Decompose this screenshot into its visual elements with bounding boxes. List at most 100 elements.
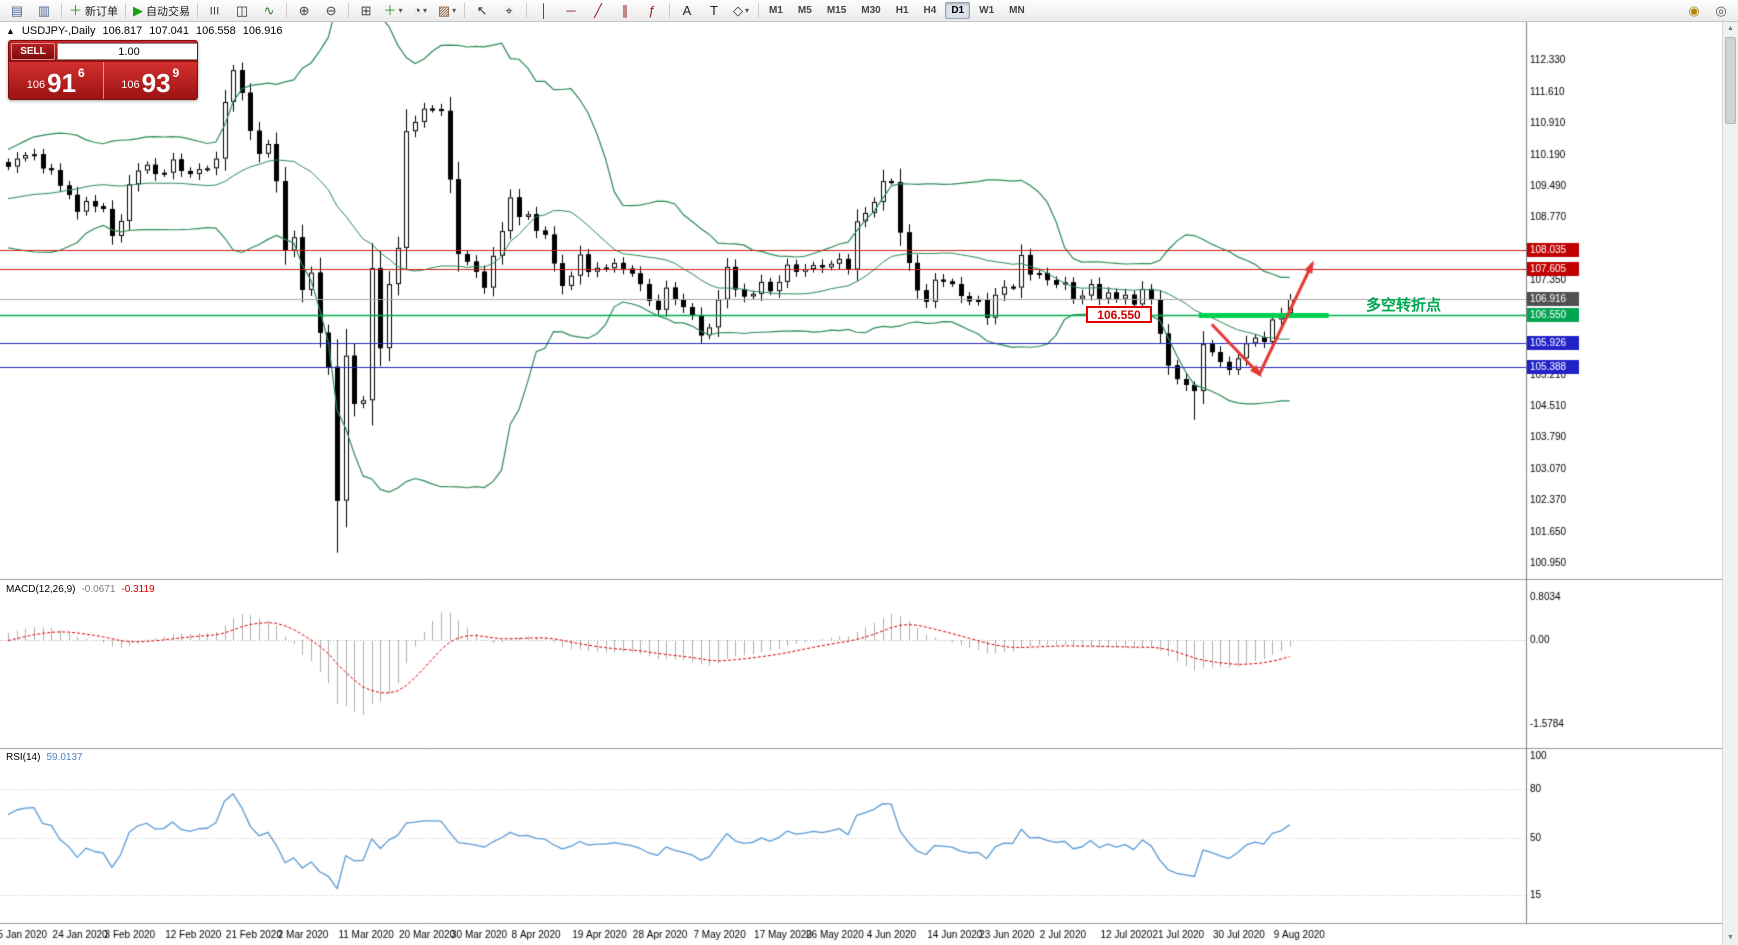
turning-point-annotation: 多空转折点 [1366,297,1442,314]
new-order-button[interactable]: ＋新订单 [66,2,121,20]
zoom-in-icon[interactable]: ⊕ [291,2,317,20]
chart-close-value: 106.916 [242,25,283,37]
candlestick-chart-icon: ◫ [235,3,249,18]
indicators-icon: ＋ [383,3,397,18]
timeframe-m30-button[interactable]: M30 [861,5,881,16]
cursor-icon: ↖ [476,3,488,18]
scrollbar-down-arrow-icon[interactable]: ▼ [1727,934,1734,941]
chart-symbol-timeframe: USDJPY-,Daily [21,25,96,37]
search-icon: ◎ [1715,3,1727,18]
buy-price-big: 93 [141,67,171,98]
candlestick-chart-icon[interactable]: ◫ [229,2,255,20]
tile-windows-icon: ⊞ [360,3,372,18]
indicators-button[interactable]: ＋ ▾ [380,2,406,20]
dropdown-caret-icon: ▾ [745,6,750,15]
vertical-scrollbar[interactable]: ▲ ▼ [1722,22,1738,945]
one-click-top-row: SELL ▲ ▼ BUY [9,41,197,62]
chart-title: ▲ USDJPY-,Daily 106.817 107.041 106.558 … [6,25,283,37]
toolbar-separator [286,3,288,18]
channel-icon[interactable]: ∥ [612,2,638,20]
line-chart-icon: ∿ [263,3,275,18]
sell-price-prefix: 106 [26,79,46,92]
periods-button[interactable]: ◔ ▾ [407,2,433,20]
bar-chart-icon[interactable]: ||| [202,2,228,20]
zoom-out-icon: ⊖ [325,3,337,18]
price-chart-canvas[interactable] [0,22,1738,945]
timeframe-w1-button[interactable]: W1 [979,5,995,16]
timeframe-group: M1 M5 M15 M30 H1 H4 D1 W1 MN [762,2,1032,19]
toolbar-separator [348,3,350,18]
scrollbar-up-arrow-icon[interactable]: ▲ [1727,25,1734,32]
fibonacci-icon: ƒ [648,3,656,18]
toolbar-separator [197,3,199,18]
text-label-icon: T [710,3,718,18]
crosshair-icon: ⌖ [505,3,513,18]
chart-area[interactable]: ▲ USDJPY-,Daily 106.817 107.041 106.558 … [0,22,1738,945]
toolbar-separator [669,3,671,18]
profiles-icon: ▥ [37,3,51,18]
rsi-name: RSI(14) [6,752,41,763]
price-level-callout[interactable]: 106.550 [1086,306,1152,323]
templates-button[interactable]: ▨ ▾ [434,2,460,20]
shapes-button[interactable]: ◇ ▾ [728,2,754,20]
timeframe-m1-button[interactable]: M1 [769,5,783,16]
vertical-line-icon[interactable]: │ [531,2,557,20]
toolbar-right-icons: ◉ ◎ [1681,2,1734,20]
line-chart-icon[interactable]: ∿ [256,2,282,20]
timeframe-mn-button[interactable]: MN [1009,5,1025,16]
dropdown-caret-icon: ▾ [452,6,457,15]
toolbar-separator [125,3,127,18]
macd-indicator-label: MACD(12,26,9) -0.0671 -0.3119 [6,584,155,595]
sell-price-sup: 6 [78,66,85,80]
timeframe-h4-button[interactable]: H4 [923,5,937,16]
fibonacci-icon[interactable]: ƒ [639,2,665,20]
volume-input[interactable] [58,44,197,59]
timeframe-m5-button[interactable]: M5 [797,5,812,16]
chart-open-value: 106.817 [102,25,143,37]
profiles-icon[interactable]: ▥ [31,2,57,20]
toolbar-separator [526,3,528,18]
text-label-icon[interactable]: T [701,2,727,20]
toolbar: ▤ ▥ ＋新订单 ▶ 自动交易 ||| ◫ ∿ ⊕ ⊖ ⊞ ＋ ▾ ◔ ▾ ▨ ▾ ↖ ⌖ │ ─ ╱ ∥ ƒ A T ◇ ▾ M1 M… [0,0,1738,22]
community-icon[interactable]: ◉ [1681,2,1707,20]
search-icon[interactable]: ◎ [1708,2,1734,20]
text-icon: A [682,3,692,18]
timeframe-m15-button[interactable]: M15 [826,5,847,16]
toolbar-separator [61,3,62,18]
new-order-button-label: 新订单 [85,5,119,18]
chart-high-value: 107.041 [149,25,190,37]
community-icon: ◉ [1688,3,1700,18]
text-icon[interactable]: A [674,2,700,20]
zoom-in-icon: ⊕ [298,3,310,18]
macd-signal-value: -0.3119 [121,584,155,595]
trendline-icon[interactable]: ╱ [585,2,611,20]
autotrade-button[interactable]: ▶ 自动交易 [130,2,193,20]
toolbar-icons: ▤ ▥ ＋新订单 ▶ 自动交易 ||| ◫ ∿ ⊕ ⊖ ⊞ ＋ ▾ ◔ ▾ ▨ ▾ ↖ ⌖ │ ─ ╱ ∥ ƒ A T ◇ ▾ [4,2,762,20]
scrollbar-thumb[interactable] [1725,37,1736,124]
sell-button[interactable]: SELL [11,43,55,60]
zoom-out-icon[interactable]: ⊖ [318,2,344,20]
templates-icon: ▨ [437,3,451,18]
macd-main-value: -0.0671 [81,584,116,595]
shapes-icon: ◇ [733,3,743,18]
one-click-collapse-icon[interactable]: ▲ [6,26,15,36]
horizontal-line-icon[interactable]: ─ [558,2,584,20]
dropdown-caret-icon: ▾ [422,6,427,15]
new-chart-icon[interactable]: ▤ [4,2,30,20]
channel-icon: ∥ [621,3,629,18]
tile-windows-icon[interactable]: ⊞ [353,2,379,20]
volume-field: ▲ ▼ [57,43,197,60]
cursor-icon[interactable]: ↖ [469,2,495,20]
crosshair-icon[interactable]: ⌖ [496,2,522,20]
autotrade-icon: ▶ [133,3,144,18]
bar-chart-icon: ||| [210,5,220,15]
timeframe-d1-button[interactable]: D1 [945,2,971,19]
timeframe-h1-button[interactable]: H1 [895,5,909,16]
sell-price-big: 91 [47,67,77,98]
one-click-divider [102,62,104,99]
one-click-trading-panel: SELL ▲ ▼ BUY 106 91 6 106 93 9 [8,40,198,100]
toolbar-separator [464,3,466,18]
buy-price-sup: 9 [172,66,180,80]
buy-price[interactable]: 106 93 9 [104,62,198,99]
sell-price[interactable]: 106 91 6 [9,62,103,99]
